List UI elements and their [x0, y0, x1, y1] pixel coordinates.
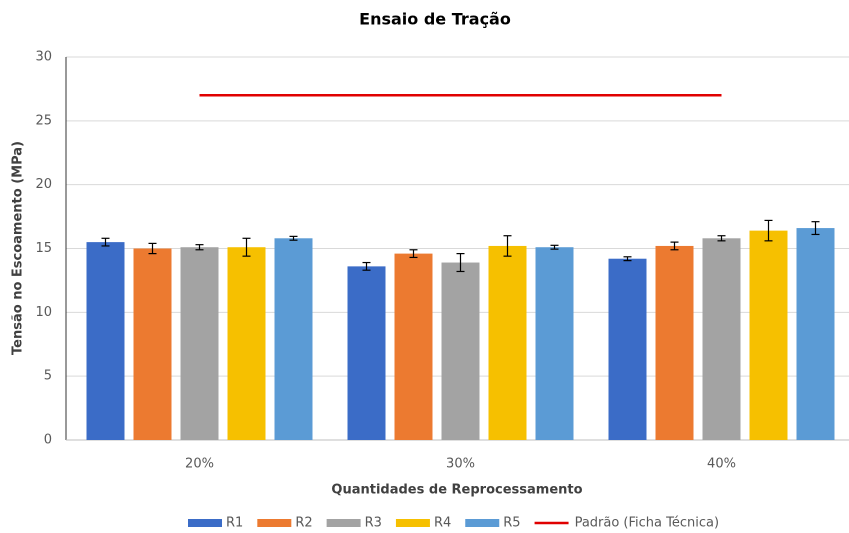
bar	[394, 253, 433, 440]
legend-swatch	[257, 519, 292, 527]
error-bar	[362, 261, 371, 271]
legend-swatch	[465, 519, 500, 527]
error-bar	[148, 242, 157, 255]
x-tick-label: 20%	[185, 457, 214, 472]
y-tick-label: 25	[35, 113, 52, 128]
error-bar	[101, 237, 110, 247]
legend-label: Padrão (Ficha Técnica)	[575, 516, 720, 531]
error-bar	[242, 237, 251, 257]
bar	[655, 245, 694, 440]
bar	[488, 245, 527, 440]
y-tick-label: 10	[35, 305, 52, 320]
bar	[347, 266, 386, 440]
error-bar	[811, 221, 820, 236]
bar	[86, 242, 125, 440]
bar	[274, 238, 313, 440]
error-bar	[289, 235, 298, 241]
error-bar	[195, 244, 204, 251]
y-tick-label: 5	[44, 369, 52, 384]
error-bar	[717, 235, 726, 242]
error-bar	[503, 235, 512, 257]
legend-label: R4	[434, 516, 451, 531]
error-bar	[670, 241, 679, 251]
y-axis-title: Tensão no Escoamento (MPa)	[11, 141, 26, 355]
error-bar	[623, 256, 632, 262]
bar	[702, 238, 741, 440]
bar	[608, 258, 647, 440]
error-bar	[764, 219, 773, 242]
legend-label: R2	[295, 516, 312, 531]
bar	[180, 247, 219, 440]
x-axis-title: Quantidades de Reprocessamento	[331, 483, 582, 498]
x-tick-label: 40%	[707, 457, 736, 472]
y-tick-label: 20	[35, 177, 52, 192]
legend-swatch	[395, 519, 430, 527]
bar	[535, 247, 574, 440]
bar	[227, 247, 266, 440]
legend-label: R1	[226, 516, 243, 531]
legend-label: R3	[365, 516, 382, 531]
legend-swatch	[326, 519, 361, 527]
y-tick-label: 30	[35, 50, 52, 65]
chart-title: Ensaio de Tração	[359, 10, 511, 29]
bar	[749, 230, 788, 440]
legend-swatch	[188, 519, 222, 527]
bar	[441, 262, 480, 440]
error-bar	[456, 253, 465, 273]
y-tick-label: 15	[35, 241, 52, 256]
error-bar	[409, 249, 418, 259]
bar	[133, 248, 172, 440]
error-bar	[550, 244, 559, 250]
bar	[796, 228, 835, 440]
y-tick-label: 0	[44, 433, 52, 448]
x-tick-label: 30%	[446, 457, 475, 472]
legend-label: R5	[503, 516, 520, 531]
